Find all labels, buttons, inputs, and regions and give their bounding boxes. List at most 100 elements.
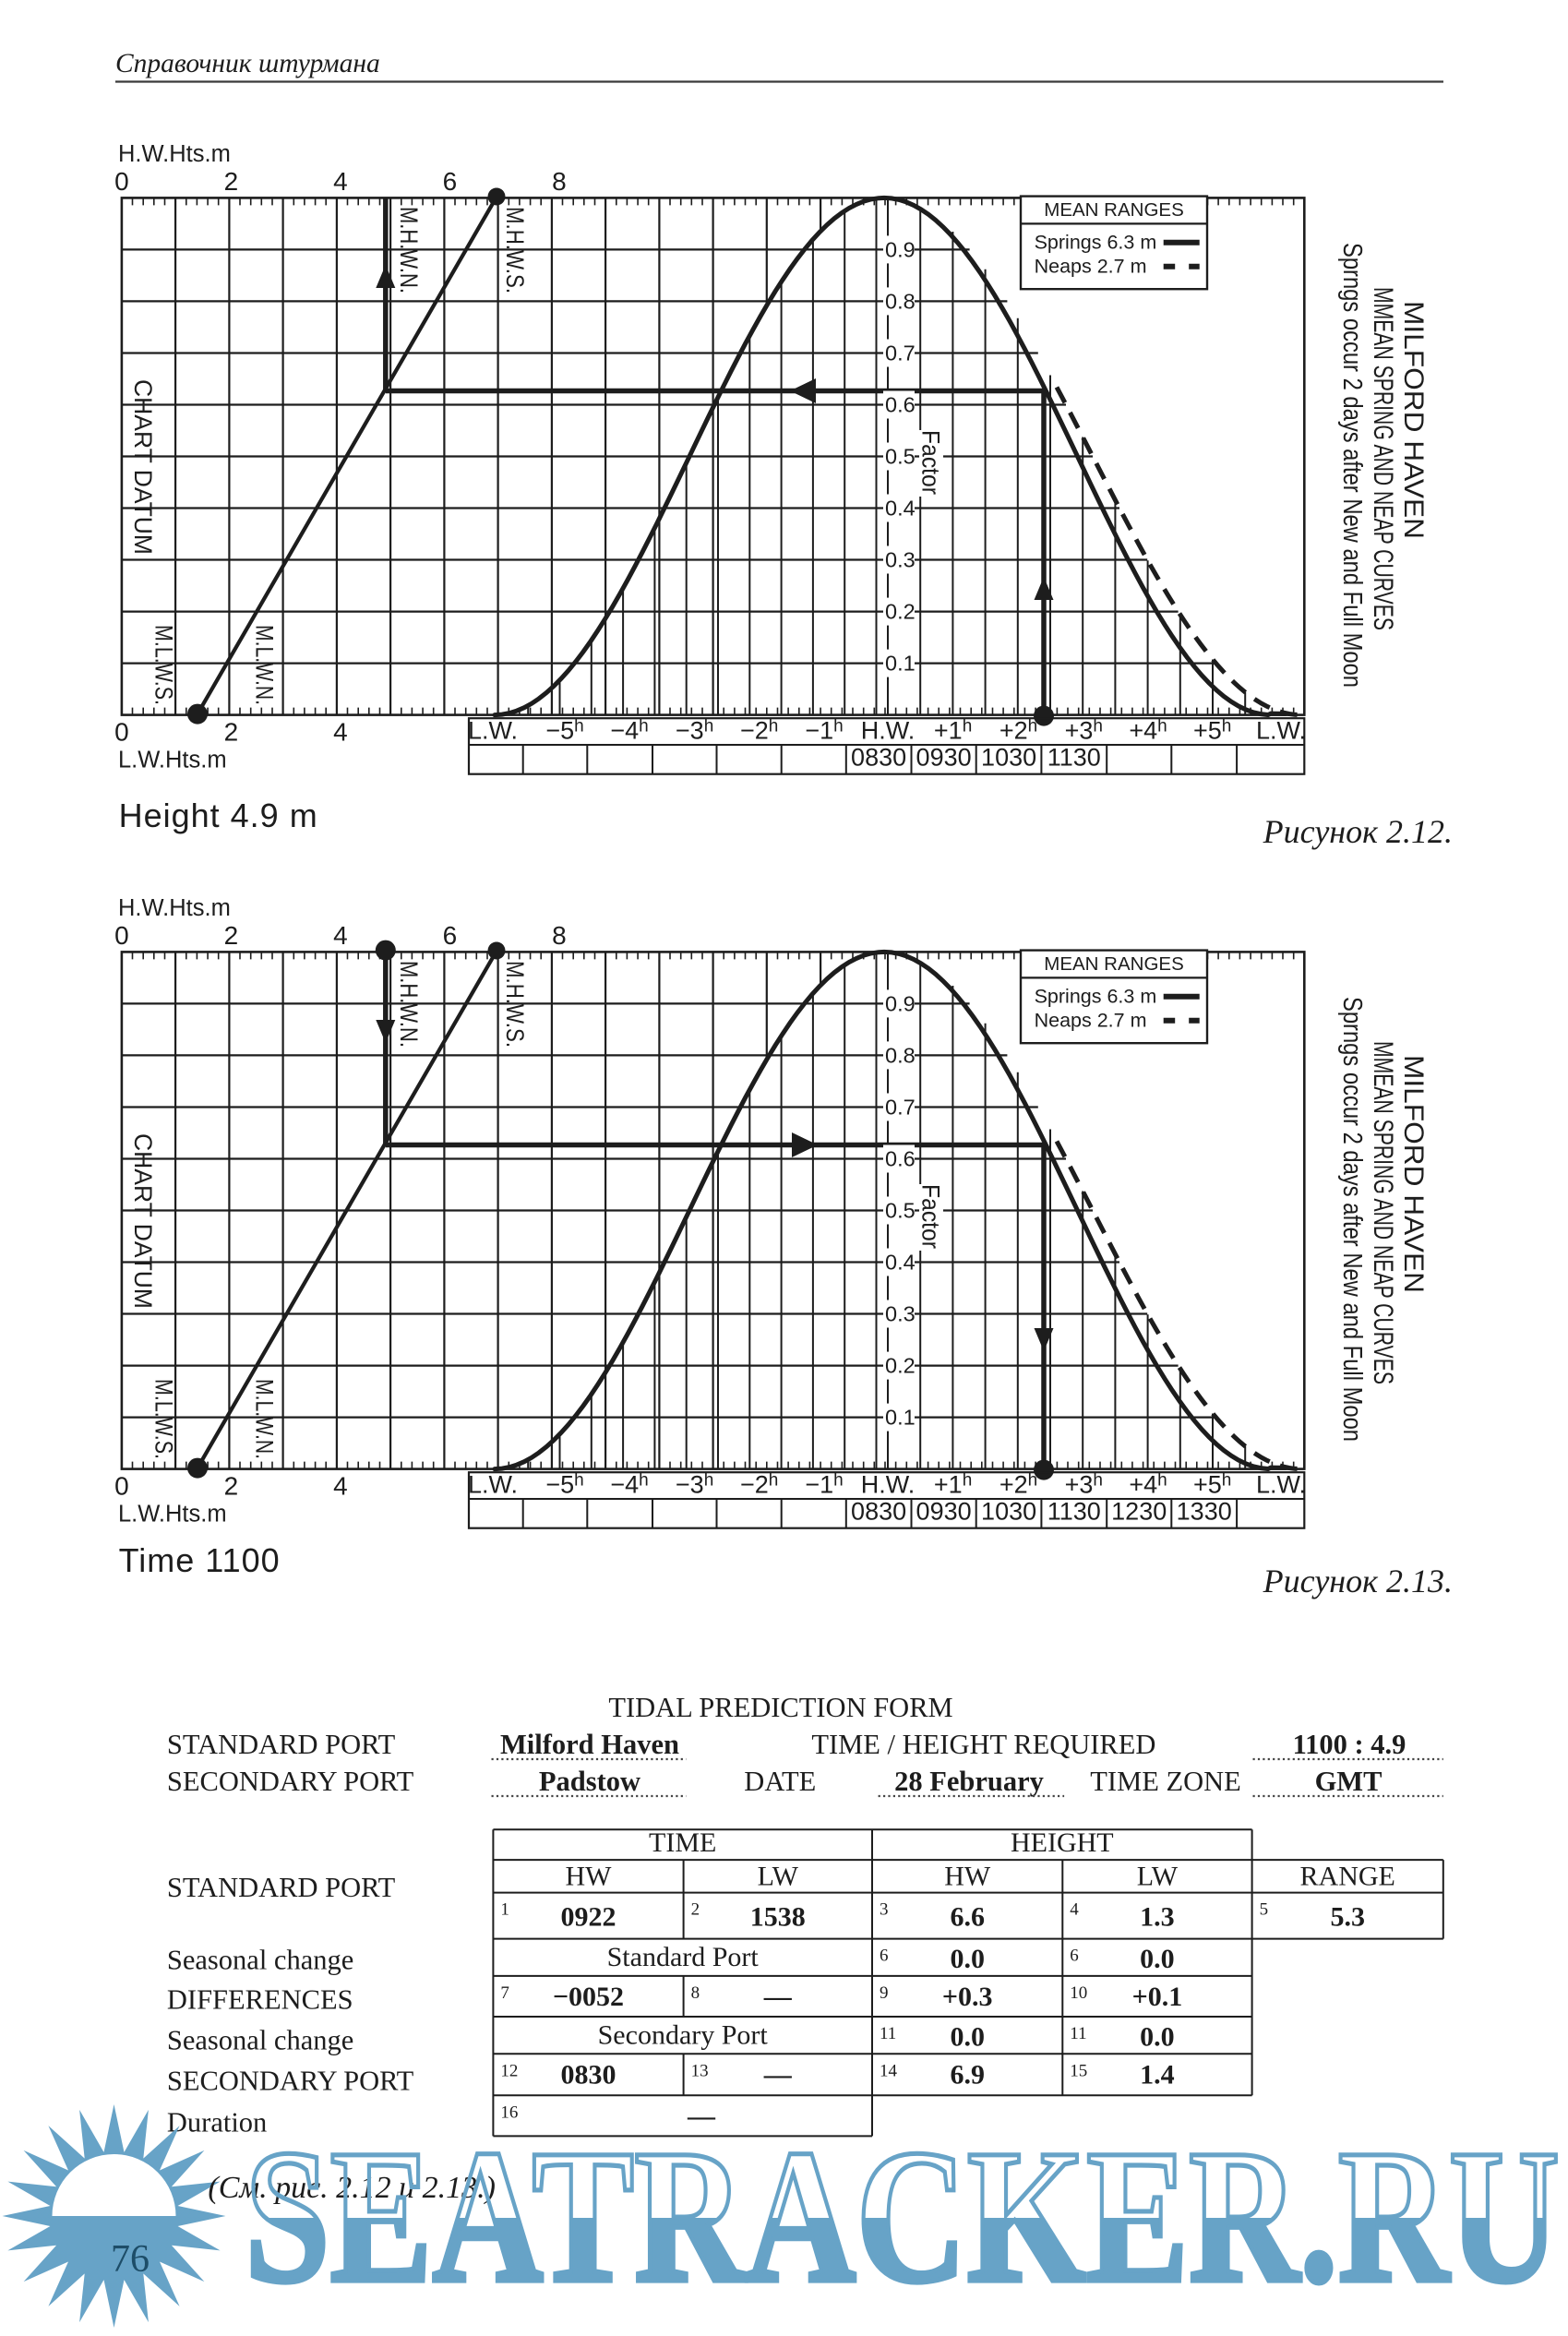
svg-text:4: 4 — [333, 167, 348, 196]
svg-text:1330: 1330 — [1177, 1498, 1232, 1526]
svg-text:TIME ZONE: TIME ZONE — [1090, 1766, 1240, 1797]
svg-text:Seasonal change: Seasonal change — [167, 2025, 353, 2056]
svg-text:Padstow: Padstow — [539, 1766, 640, 1797]
svg-text:0.2: 0.2 — [885, 600, 916, 624]
svg-text:H.W.: H.W. — [861, 717, 916, 745]
svg-text:0830: 0830 — [851, 744, 906, 772]
svg-text:0930: 0930 — [916, 744, 972, 772]
svg-text:GMT: GMT — [1315, 1766, 1382, 1797]
svg-text:0.0: 0.0 — [950, 1944, 985, 1974]
svg-text:MMEAN SPRING AND NEAP CURVES: MMEAN SPRING AND NEAP CURVES — [1368, 287, 1398, 630]
svg-text:Height 4.9 m: Height 4.9 m — [119, 797, 318, 834]
svg-text:SEATRACKER.RU: SEATRACKER.RU — [245, 2111, 1560, 2323]
svg-text:Duration: Duration — [167, 2107, 267, 2138]
svg-text:1230: 1230 — [1111, 1498, 1167, 1526]
svg-text:0.6: 0.6 — [885, 1147, 916, 1171]
svg-text:0.9: 0.9 — [885, 237, 916, 261]
svg-text:DIFFERENCES: DIFFERENCES — [167, 1984, 353, 2016]
svg-text:Springs 6.3 m: Springs 6.3 m — [1035, 232, 1157, 254]
svg-text:L.W.: L.W. — [1256, 1471, 1306, 1499]
svg-text:—: — — [763, 1982, 793, 2012]
svg-text:MILFORD HAVEN: MILFORD HAVEN — [1398, 301, 1429, 539]
svg-text:8: 8 — [552, 167, 567, 196]
svg-text:2: 2 — [224, 167, 239, 196]
svg-text:11: 11 — [880, 2024, 896, 2043]
svg-text:0830: 0830 — [561, 2059, 616, 2090]
svg-text:9: 9 — [880, 1983, 889, 2003]
svg-text:6.6: 6.6 — [950, 1902, 985, 1933]
svg-text:11: 11 — [1070, 2024, 1086, 2043]
svg-text:M.H.W.S.: M.H.W.S. — [501, 961, 529, 1048]
svg-text:0.3: 0.3 — [885, 1302, 916, 1326]
svg-text:16: 16 — [500, 2102, 518, 2122]
svg-text:0.0: 0.0 — [1140, 1944, 1175, 1974]
svg-text:0.5: 0.5 — [885, 1199, 916, 1223]
svg-text:0830: 0830 — [851, 1498, 906, 1526]
svg-text:L.W.Hts.m: L.W.Hts.m — [118, 1502, 227, 1527]
svg-text:H.W.Hts.m: H.W.Hts.m — [118, 141, 231, 167]
svg-text:M.L.W.N.: M.L.W.N. — [251, 1379, 279, 1459]
svg-text:Standard Port: Standard Port — [607, 1942, 760, 1972]
svg-text:TIME: TIME — [649, 1827, 716, 1858]
svg-text:HEIGHT: HEIGHT — [1011, 1827, 1114, 1858]
svg-text:0922: 0922 — [561, 1902, 616, 1933]
svg-text:—: — — [687, 2101, 716, 2131]
svg-text:MILFORD HAVEN: MILFORD HAVEN — [1398, 1055, 1429, 1293]
svg-text:0.1: 0.1 — [885, 652, 916, 676]
svg-text:+1h: +1h — [934, 1471, 972, 1499]
svg-text:H.W.Hts.m: H.W.Hts.m — [118, 895, 231, 921]
svg-text:+0.1: +0.1 — [1132, 1982, 1183, 2012]
svg-text:+0.3: +0.3 — [942, 1982, 993, 2012]
svg-text:8: 8 — [552, 921, 567, 950]
svg-text:M.H.W.N.: M.H.W.N. — [395, 961, 423, 1048]
svg-text:Springs 6.3 m: Springs 6.3 m — [1035, 986, 1157, 1008]
svg-text:6: 6 — [443, 167, 458, 196]
svg-text:0.7: 0.7 — [885, 1096, 916, 1120]
svg-text:0.3: 0.3 — [885, 548, 916, 572]
svg-text:Milford Haven: Milford Haven — [500, 1729, 679, 1760]
svg-text:M.L.W.N.: M.L.W.N. — [251, 625, 279, 705]
svg-text:0.8: 0.8 — [885, 1043, 916, 1067]
svg-text:0: 0 — [114, 718, 129, 747]
svg-text:7: 7 — [500, 1983, 509, 2003]
svg-text:0930: 0930 — [916, 1498, 972, 1526]
svg-text:1538: 1538 — [750, 1902, 806, 1933]
svg-text:SECONDARY PORT: SECONDARY PORT — [167, 1766, 414, 1797]
svg-text:TIME / HEIGHT REQUIRED: TIME / HEIGHT REQUIRED — [811, 1729, 1155, 1760]
svg-text:DATE: DATE — [744, 1766, 816, 1797]
svg-text:0.5: 0.5 — [885, 445, 916, 469]
svg-text:Sprngs occur 2 days after New: Sprngs occur 2 days after New and Full M… — [1337, 243, 1367, 688]
svg-text:8: 8 — [691, 1983, 700, 2003]
svg-text:1100 : 4.9: 1100 : 4.9 — [1293, 1729, 1406, 1760]
svg-text:28 February: 28 February — [894, 1766, 1044, 1797]
svg-text:MEAN RANGES: MEAN RANGES — [1044, 199, 1184, 221]
svg-text:RANGE: RANGE — [1300, 1862, 1395, 1892]
svg-text:0.1: 0.1 — [885, 1406, 916, 1430]
svg-text:LW: LW — [758, 1862, 799, 1892]
svg-text:0.4: 0.4 — [885, 497, 916, 521]
svg-text:HW: HW — [566, 1862, 613, 1892]
svg-text:4: 4 — [1070, 1900, 1079, 1920]
svg-text:SEATRACKER.RU: SEATRACKER.RU — [245, 2111, 1560, 2323]
svg-text:0.2: 0.2 — [885, 1354, 916, 1378]
svg-text:MEAN RANGES: MEAN RANGES — [1044, 953, 1184, 975]
svg-text:1.3: 1.3 — [1140, 1902, 1175, 1933]
svg-text:Seasonal change: Seasonal change — [167, 1944, 353, 1975]
svg-text:5: 5 — [1260, 1900, 1269, 1920]
svg-text:2: 2 — [224, 1472, 239, 1501]
svg-text:0.4: 0.4 — [885, 1251, 916, 1275]
svg-text:MMEAN SPRING AND NEAP CURVES: MMEAN SPRING AND NEAP CURVES — [1368, 1041, 1398, 1384]
svg-text:Справочник штурмана: Справочник штурмана — [115, 49, 380, 78]
svg-text:0.9: 0.9 — [885, 991, 916, 1015]
svg-text:M.H.W.N.: M.H.W.N. — [395, 207, 423, 293]
svg-text:CHART DATUM: CHART DATUM — [129, 1133, 157, 1309]
svg-text:2: 2 — [691, 1900, 700, 1920]
svg-text:10: 10 — [1070, 1983, 1087, 2003]
svg-text:TIDAL PREDICTION FORM: TIDAL PREDICTION FORM — [608, 1692, 952, 1723]
svg-text:6: 6 — [880, 1947, 889, 1966]
svg-text:H.W.: H.W. — [861, 1471, 916, 1499]
svg-text:+1h: +1h — [934, 717, 972, 745]
svg-text:1030: 1030 — [981, 744, 1036, 772]
svg-text:3: 3 — [880, 1900, 889, 1920]
svg-text:Secondary Port: Secondary Port — [598, 2019, 769, 2050]
